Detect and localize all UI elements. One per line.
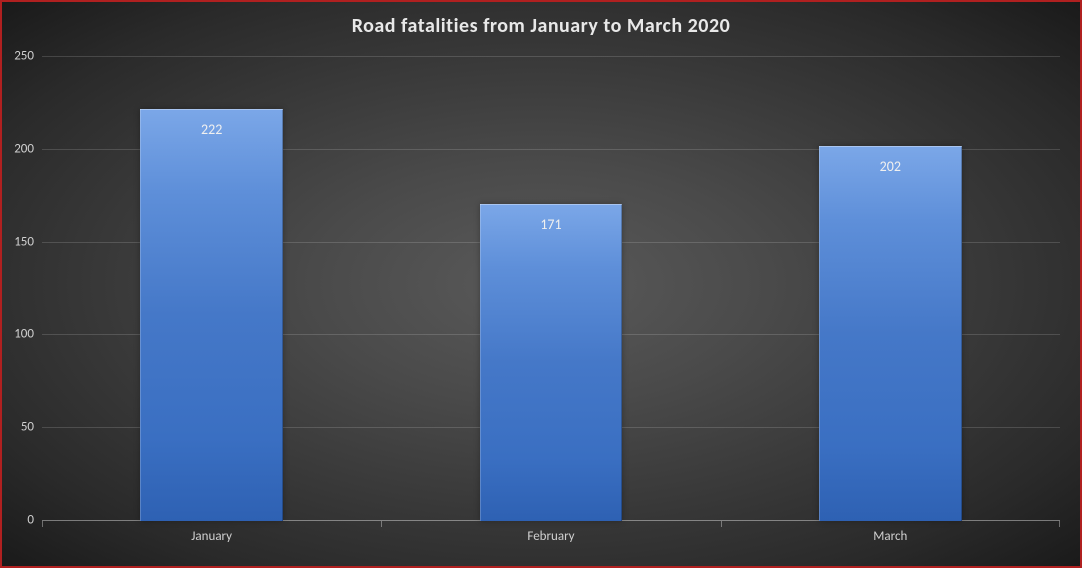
bar-slot-january: 222 January — [42, 57, 381, 521]
bar-value: 222 — [201, 121, 222, 138]
x-tick — [42, 521, 43, 527]
x-tick — [721, 521, 722, 527]
plot-area: 250 200 150 100 50 0 222 January — [42, 57, 1060, 521]
y-tick-label: 250 — [14, 49, 34, 64]
x-axis-label: February — [527, 529, 574, 544]
bar-january: 222 — [140, 109, 283, 521]
bar-slot-february: 171 February — [381, 57, 720, 521]
y-tick-label: 50 — [21, 420, 34, 435]
bar-slot-march: 202 March — [721, 57, 1060, 521]
y-tick-label: 200 — [14, 141, 34, 156]
y-tick-label: 0 — [27, 513, 34, 528]
x-axis-label: March — [873, 529, 907, 544]
chart-title: Road fatalities from January to March 20… — [2, 14, 1080, 38]
chart-container: Road fatalities from January to March 20… — [0, 0, 1082, 568]
x-axis-label: January — [191, 529, 232, 544]
bar-march: 202 — [819, 146, 962, 521]
y-tick-label: 100 — [14, 327, 34, 342]
x-tick — [381, 521, 382, 527]
bars-row: 222 January 171 February 202 March — [42, 57, 1060, 521]
bar-value: 202 — [880, 158, 901, 175]
bar-value: 171 — [540, 216, 561, 233]
bar-february: 171 — [480, 204, 623, 521]
x-tick — [1059, 521, 1060, 527]
y-tick-label: 150 — [14, 234, 34, 249]
